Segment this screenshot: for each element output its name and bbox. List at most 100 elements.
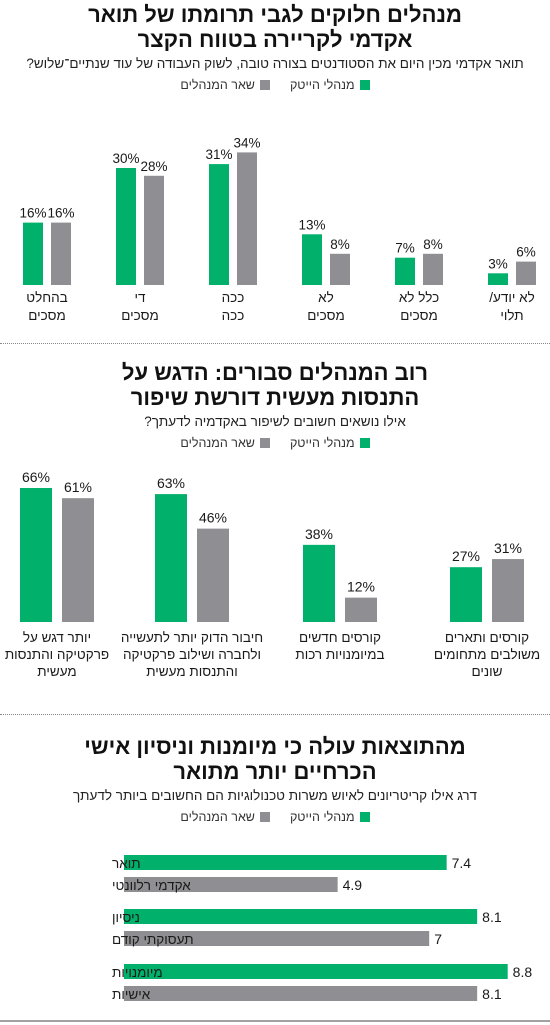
bar-other <box>345 597 377 622</box>
legend-swatch-other <box>259 812 270 822</box>
chart-hiring-criteria: 7.4 4.9 תואר אקדמי רלוונטי 8.1 7 ניסיון תעסוקתי… <box>0 855 550 1022</box>
category-label: מיומנויות <box>112 965 163 980</box>
category-label: ניסיון <box>112 910 140 925</box>
category-label: קורסים חדשים <box>299 630 381 645</box>
category-label: והתנסות מעשית <box>146 664 238 679</box>
chart-title: מנהלים חלוקים לגבי תרומתו של תואר אקדמי … <box>88 2 462 52</box>
legend-item-hitech: מנהלי הייטק <box>290 810 370 824</box>
chart-improvement-topics: 66% 61% יותר דגש על פרקטיקה והתנסות מעשית 63%… <box>5 469 540 679</box>
bar-hitech <box>209 164 229 285</box>
legend: מנהלי הייטק שאר המנהלים <box>0 78 550 92</box>
bar-hitech <box>20 488 52 622</box>
legend-swatch-hitech <box>359 80 370 90</box>
bar-hitech <box>450 567 482 622</box>
legend-item-hitech: מנהלי הייטק <box>290 78 370 92</box>
chart-title: רוב המנהלים סבורים: הדגש על התנסות מעשית… <box>121 360 429 410</box>
bar-other <box>124 931 430 946</box>
bar-hitech <box>155 494 187 622</box>
bar-other <box>51 222 71 285</box>
category-label: תלוי <box>500 308 523 323</box>
bar-hitech <box>303 544 335 622</box>
section-divider <box>0 714 550 715</box>
bar-other <box>197 528 229 622</box>
data-label: 7.4 <box>452 855 472 871</box>
bar-other <box>423 253 443 285</box>
chart-subtitle: תואר אקדמי מכין היום את הסטודנטים בצורה … <box>26 56 524 71</box>
data-label: 16% <box>47 206 74 221</box>
category-label: שונים <box>471 664 502 679</box>
category-label: ככה <box>222 290 245 305</box>
data-label: 63% <box>157 475 185 491</box>
legend-item-other: שאר המנהלים <box>180 436 270 450</box>
bar-hitech <box>302 234 322 285</box>
bar-other <box>237 152 257 285</box>
data-label: 61% <box>64 479 92 495</box>
legend-item-other: שאר המנהלים <box>180 810 270 824</box>
category-label: אקדמי רלוונטי <box>112 878 191 893</box>
bar-hitech <box>124 909 478 924</box>
panel-career-contribution: מנהלים חלוקים לגבי תרומתו של תואר אקדמי … <box>0 2 550 92</box>
data-label: 8% <box>423 237 443 252</box>
data-label: 34% <box>233 135 260 150</box>
bar-other <box>124 877 338 892</box>
data-label: 7% <box>395 241 415 256</box>
data-label: 8.1 <box>482 909 502 925</box>
category-label: כלל לא <box>399 290 439 305</box>
legend-label-other: שאר המנהלים <box>180 78 255 92</box>
bar-other <box>62 498 94 622</box>
bar-hitech <box>23 222 43 285</box>
data-label: 7 <box>434 931 442 947</box>
legend: מנהלי הייטק שאר המנהלים <box>0 810 550 824</box>
bar-other <box>124 986 478 1001</box>
data-label: 12% <box>347 579 375 595</box>
data-label: 8.8 <box>513 964 533 980</box>
chart-career-contribution: 16% 16% בהחלט מסכים 30%28% די מסכים 31%34% ככה ככ… <box>19 135 536 323</box>
data-label: 16% <box>19 206 46 221</box>
data-label: 66% <box>22 469 50 485</box>
panel-improvement-topics: רוב המנהלים סבורים: הדגש על התנסות מעשית… <box>0 360 550 450</box>
category-label: מסכים <box>28 308 65 323</box>
data-label: 31% <box>205 147 232 162</box>
legend-label-hitech: מנהלי הייטק <box>289 78 355 92</box>
bar-other <box>516 261 536 285</box>
category-label: ככה <box>222 308 245 323</box>
bar-hitech <box>124 855 447 870</box>
legend-label-other: שאר המנהלים <box>180 436 255 450</box>
category-label: מסכים <box>307 308 344 323</box>
category-label: מסכים <box>400 308 437 323</box>
category-label: משולבים מתחומים <box>434 647 540 662</box>
category-label: קורסים ותארים <box>445 630 529 645</box>
bar-other <box>144 175 164 285</box>
category-label: מעשית <box>37 664 76 679</box>
data-label: 27% <box>452 548 480 564</box>
category-label: יותר דגש על <box>23 630 91 645</box>
category-label: מסכים <box>121 308 158 323</box>
data-label: 3% <box>488 256 508 271</box>
data-label: 46% <box>199 510 227 526</box>
category-label: תואר <box>112 856 141 871</box>
chart-title: מהתוצאות עולה כי מיומנות וניסיון אישי הכ… <box>84 734 466 784</box>
category-label: תעסוקתי קודם <box>112 932 194 947</box>
data-label: 30% <box>112 151 139 166</box>
bar-other <box>492 559 524 622</box>
category-label: לא יודע/ <box>489 290 534 305</box>
category-label: בהחלט <box>26 290 67 305</box>
category-label: לא <box>318 290 334 305</box>
data-label: 6% <box>516 245 536 260</box>
category-label: במיומנויות רכות <box>295 647 384 662</box>
data-label: 8.1 <box>482 986 502 1002</box>
chart-subtitle: דרג אילו קריטריונים לאיוש משרות טכנולוגי… <box>72 788 478 803</box>
data-label: 31% <box>494 540 522 556</box>
bar-hitech <box>395 257 415 285</box>
data-label: 8% <box>330 237 350 252</box>
category-label: די <box>135 290 147 305</box>
data-label: 28% <box>140 159 167 174</box>
data-label: 4.9 <box>343 877 363 893</box>
bar-hitech <box>116 168 136 285</box>
legend-label-hitech: מנהלי הייטק <box>289 810 355 824</box>
data-label: 38% <box>305 526 333 542</box>
data-label: 13% <box>298 217 325 232</box>
category-label: חיבור הדוק יותר לתעשייה <box>121 630 263 645</box>
bar-other <box>330 253 350 285</box>
legend-label-other: שאר המנהלים <box>180 810 255 824</box>
